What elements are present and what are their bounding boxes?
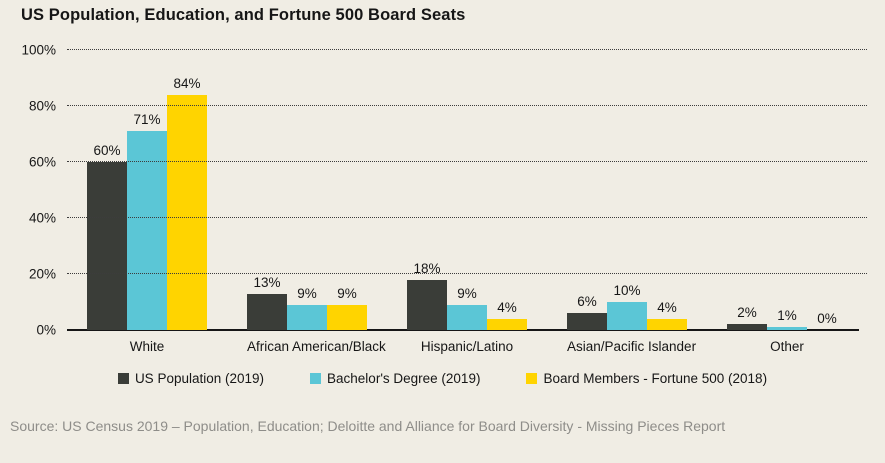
legend-item: Bachelor's Degree (2019) bbox=[310, 371, 480, 386]
bar bbox=[487, 318, 527, 330]
bar-value-label: 4% bbox=[497, 299, 517, 315]
bar-value-label: 9% bbox=[337, 285, 357, 301]
bar-column: 9% bbox=[447, 50, 487, 330]
bar-value-label: 9% bbox=[457, 285, 477, 301]
bar bbox=[407, 279, 447, 330]
bar-value-label: 60% bbox=[93, 143, 121, 158]
plot-area: 60% 71% 84% 13% 9% 9% 18% 9% 4% 6% 10% 4% 2% 1% 0% bbox=[67, 49, 867, 331]
legend-swatch bbox=[526, 373, 538, 384]
y-tick-label: 60% bbox=[28, 154, 56, 170]
bar-column: 10% bbox=[607, 50, 647, 330]
bar-column: 1% bbox=[767, 50, 807, 330]
bar-value-label: 6% bbox=[577, 294, 597, 310]
legend-swatch bbox=[310, 373, 322, 384]
bar-value-label: 10% bbox=[613, 283, 641, 298]
bar bbox=[327, 304, 367, 330]
bar-column: 4% bbox=[487, 50, 527, 330]
bar-column: 84% bbox=[167, 50, 207, 330]
bar-column: 9% bbox=[327, 50, 367, 330]
legend-label: Bachelor's Degree (2019) bbox=[327, 371, 481, 386]
bar-value-label: 13% bbox=[253, 274, 281, 290]
bar-column: 4% bbox=[647, 50, 687, 330]
bar-group: 6% 10% 4% bbox=[567, 50, 687, 330]
x-axis-line bbox=[67, 329, 859, 331]
y-axis-labels: 0% 20% 40% 60% 80% 100% bbox=[0, 43, 60, 338]
gridline-60 bbox=[67, 161, 867, 162]
gridline-80 bbox=[67, 105, 867, 106]
bar-column: 9% bbox=[287, 50, 327, 330]
legend-label: US Population (2019) bbox=[134, 371, 265, 386]
bar-group: 60% 71% 84% bbox=[87, 50, 207, 330]
legend-item: US Population (2019) bbox=[117, 371, 265, 386]
bar bbox=[607, 302, 647, 330]
legend: US Population (2019) Bachelor's Degree (2… bbox=[0, 371, 885, 386]
bar-value-label: 1% bbox=[777, 308, 797, 324]
bar-group: 2% 1% 0% bbox=[727, 50, 847, 330]
bar bbox=[447, 304, 487, 330]
bar-column: 2% bbox=[727, 50, 767, 330]
bar bbox=[647, 318, 687, 330]
bar bbox=[87, 162, 127, 330]
category-label: White bbox=[129, 339, 165, 354]
bar-value-label: 18% bbox=[413, 260, 441, 276]
category-label: Hispanic/Latino bbox=[420, 339, 514, 354]
gridline-100 bbox=[67, 49, 867, 50]
bar-value-label: 84% bbox=[173, 75, 201, 91]
bar-value-label: 4% bbox=[657, 299, 677, 315]
legend-label: Board Members - Fortune 500 (2018) bbox=[543, 371, 768, 386]
legend-swatch bbox=[117, 373, 129, 384]
category-axis: White African American/Black Hispanic/Lati… bbox=[67, 339, 867, 354]
y-tick-label: 100% bbox=[21, 42, 56, 58]
bar-column: 6% bbox=[567, 50, 607, 330]
y-tick-label: 0% bbox=[36, 322, 56, 338]
bar-groups: 60% 71% 84% 13% 9% 9% 18% 9% 4% 6% 10% 4% 2% 1% 0% bbox=[67, 50, 867, 330]
bar bbox=[567, 313, 607, 330]
category-label: Asian/Pacific Islander bbox=[567, 339, 697, 354]
gridline-40 bbox=[67, 217, 867, 218]
bar-value-label: 71% bbox=[133, 112, 161, 128]
bar bbox=[767, 327, 807, 330]
bar-column: 60% bbox=[87, 50, 127, 330]
bar-column: 0% bbox=[807, 50, 847, 330]
category-label: African American/Black bbox=[247, 339, 386, 354]
y-tick-label: 80% bbox=[28, 98, 56, 114]
bar bbox=[287, 304, 327, 330]
bar-value-label: 9% bbox=[297, 285, 317, 301]
bar-value-label: 2% bbox=[737, 305, 757, 321]
bar-column: 71% bbox=[127, 50, 167, 330]
y-tick-label: 20% bbox=[28, 266, 56, 282]
chart-title: US Population, Education, and Fortune 50… bbox=[21, 6, 466, 24]
category-label: Other bbox=[770, 339, 804, 354]
legend-item: Board Members - Fortune 500 (2018) bbox=[526, 371, 767, 386]
bar bbox=[727, 324, 767, 330]
bar-column: 18% bbox=[407, 50, 447, 330]
bar-value-label: 0% bbox=[817, 311, 837, 326]
bar bbox=[127, 131, 167, 330]
gridline-20 bbox=[67, 273, 867, 274]
bar-column: 13% bbox=[247, 50, 287, 330]
bar bbox=[167, 94, 207, 330]
bar-group: 18% 9% 4% bbox=[407, 50, 527, 330]
bar bbox=[247, 293, 287, 330]
y-tick-label: 40% bbox=[28, 210, 56, 226]
bar-group: 13% 9% 9% bbox=[247, 50, 367, 330]
source-note: Source: US Census 2019 – Population, Edu… bbox=[10, 418, 726, 434]
